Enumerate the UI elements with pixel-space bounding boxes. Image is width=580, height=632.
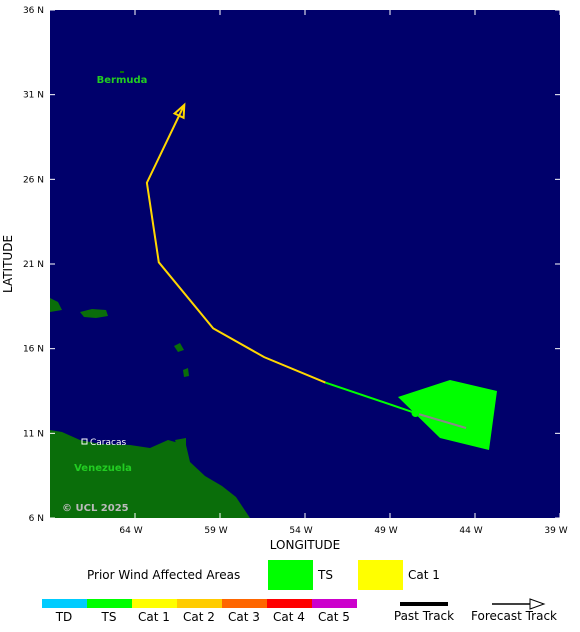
wind-area [398,380,497,450]
forecast-track [145,104,326,384]
x-tick-label: 44 W [459,526,482,536]
current-position [411,409,420,418]
scale-swatch [222,599,267,608]
scale-swatch [87,599,132,608]
wind-swatch [268,560,313,590]
arrow-head [529,598,546,610]
place-label: Venezuela [74,463,132,474]
scale-swatch [42,599,87,608]
legend-label: Past Track [394,609,454,623]
scale-swatch [267,599,312,608]
y-tick-label: 16 N [23,345,44,355]
x-tick-label: 59 W [204,526,227,536]
y-axis-label: LATITUDE [1,235,15,293]
x-axis-label: LONGITUDE [270,538,340,552]
legend-label: TS [317,568,333,582]
x-tick-label: 39 W [544,526,567,536]
wind-swatch [358,560,403,590]
y-tick-label: 31 N [23,91,44,101]
track-arrow [172,102,186,120]
scale-label: Cat 2 [183,610,215,624]
scale-swatch [132,599,177,608]
land [50,71,250,518]
scale-label: Cat 3 [228,610,260,624]
x-tick-label: 64 W [119,526,142,536]
scale-swatch [312,599,357,608]
x-tick-label: 54 W [289,526,312,536]
place-label: Bermuda [97,75,148,86]
scale-label: Cat 1 [138,610,170,624]
scale-swatch [177,599,222,608]
legend-label: Forecast Track [471,609,557,623]
legend-title: Prior Wind Affected Areas [87,568,240,582]
y-tick-label: 11 N [23,429,44,439]
y-tick-label: 21 N [23,260,44,270]
scale-label: Cat 5 [318,610,350,624]
past-track [414,412,467,429]
legend-label: Cat 1 [408,568,440,582]
place-label: Caracas [90,438,126,448]
y-tick-label: 26 N [23,175,44,185]
y-tick-label: 6 N [29,514,44,524]
city-marker [81,438,88,445]
scale-label: TS [101,610,117,624]
y-tick-label: 36 N [23,6,44,16]
scale-label: Cat 4 [273,610,305,624]
copyright: © UCL 2025 [62,503,129,514]
x-tick-label: 49 W [374,526,397,536]
forecast-track [325,381,416,414]
scale-label: TD [55,610,73,624]
